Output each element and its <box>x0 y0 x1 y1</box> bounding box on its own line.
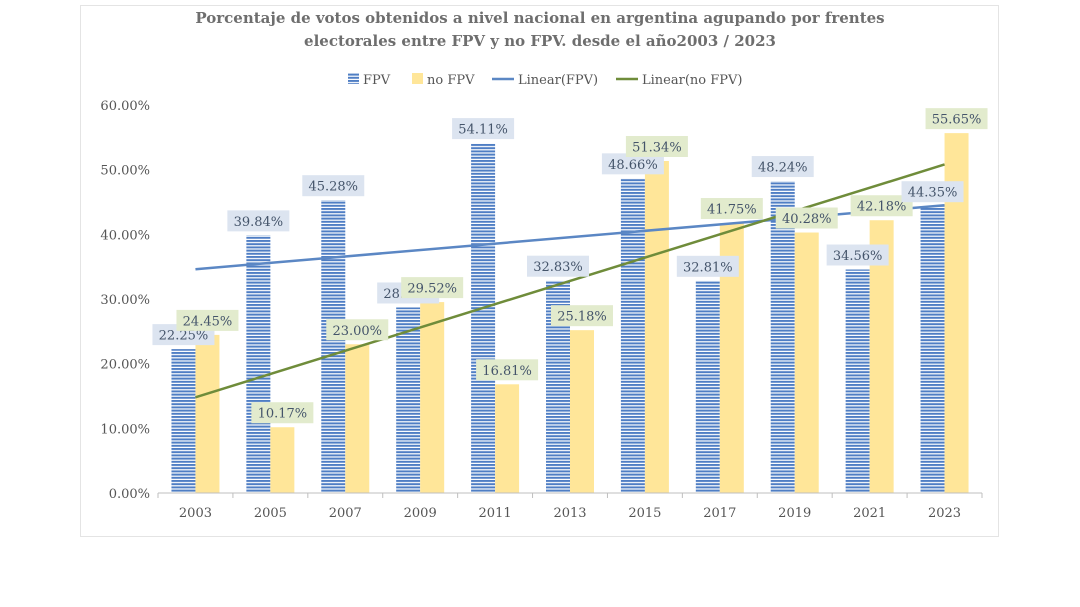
bar-fpv-2017 <box>695 280 720 493</box>
y-tick-label-2: 20.00% <box>100 358 150 373</box>
bar-no-fpv-2021 <box>869 220 894 493</box>
data-label-no-fpv-2021-bg <box>850 195 913 217</box>
bar-no-fpv-2013 <box>570 330 594 493</box>
bar-fpv-2021 <box>845 269 870 493</box>
data-label-no-fpv-2003-bg <box>176 309 239 331</box>
data-label-no-fpv-2013-bg <box>551 305 613 327</box>
y-tick-label-1: 10.00% <box>100 422 150 437</box>
data-label-no-fpv-2009-bg <box>401 277 464 299</box>
data-label-no-fpv-2011-bg <box>476 359 539 381</box>
bar-fpv-2011 <box>471 143 496 493</box>
legend-label-2: Linear(FPV) <box>518 73 598 88</box>
y-tick-label-4: 40.00% <box>100 228 150 243</box>
data-label-no-fpv-2021: 42.18% <box>857 200 907 215</box>
legend-swatch-fpv <box>348 73 359 84</box>
data-label-no-fpv-2023-bg <box>925 108 988 130</box>
data-label-fpv-2013: 32.83% <box>533 260 583 275</box>
legend-label-1: no FPV <box>427 73 475 88</box>
bar-fpv-2019 <box>770 181 795 493</box>
data-label-no-fpv-2013: 25.18% <box>557 310 607 325</box>
y-tick-label-0: 0.00% <box>109 487 150 502</box>
x-tick-label-2007: 2007 <box>329 506 362 521</box>
data-label-fpv-2021: 34.56% <box>833 249 883 264</box>
data-label-fpv-2011-bg <box>452 118 515 140</box>
chart-title-line-1: Porcentaje de votos obtenidos a nivel na… <box>195 9 885 27</box>
bar-no-fpv-2005 <box>270 427 295 493</box>
bar-fpv-2003 <box>171 349 196 493</box>
data-label-no-fpv-2005: 10.17% <box>258 407 308 422</box>
bar-no-fpv-2011 <box>495 384 520 493</box>
data-label-no-fpv-2003: 24.45% <box>183 314 233 329</box>
trendline-linear-no-fpv <box>195 163 945 399</box>
bar-fpv-2009 <box>396 307 421 493</box>
x-tick-label-2003: 2003 <box>179 506 212 521</box>
data-label-fpv-2015-bg <box>601 153 664 175</box>
data-label-fpv-2023: 44.35% <box>908 186 958 201</box>
bar-fpv-2023 <box>920 206 945 493</box>
bar-no-fpv-2009 <box>420 302 445 493</box>
legend: FPV no FPV Linear(FPV) Linear(no FPV) <box>348 73 742 88</box>
data-label-no-fpv-2019-bg <box>775 207 838 229</box>
data-label-fpv-2011: 54.11% <box>458 123 508 138</box>
y-tick-label-6: 60.00% <box>100 99 150 114</box>
x-axis: 2003 2005 2007 2009 2011 2013 2015 2017 2019 2021… <box>157 492 983 521</box>
data-label-no-fpv-2009: 29.52% <box>407 282 457 297</box>
bar-no-fpv-2007 <box>345 344 370 493</box>
data-label-fpv-2021-bg <box>826 244 889 266</box>
data-label-fpv-2015: 48.66% <box>608 158 658 173</box>
data-label-fpv-2007: 45.28% <box>308 180 358 195</box>
data-label-fpv-2013-bg <box>527 255 589 277</box>
x-tick-label-2009: 2009 <box>404 506 437 521</box>
bar-fpv-2007 <box>321 200 346 493</box>
data-label-fpv-2019-bg <box>751 156 814 178</box>
data-label-fpv-2023-bg <box>901 181 964 203</box>
bar-fpv-2015 <box>620 178 645 493</box>
data-label-no-fpv-2019: 40.28% <box>782 212 832 227</box>
data-label-fpv-2005: 39.84% <box>234 215 284 230</box>
chart-title-line-2: electorales entre FPV y no FPV. desde el… <box>304 32 776 50</box>
data-label-fpv-2005-bg <box>227 210 290 232</box>
bar-fpv-2005 <box>246 235 271 494</box>
x-tick-label-2015: 2015 <box>628 506 661 521</box>
data-label-no-fpv-2007-bg <box>326 319 389 341</box>
data-label-no-fpv-2015-bg <box>625 136 688 158</box>
x-tick-label-2011: 2011 <box>479 506 512 521</box>
data-label-fpv-2017-bg <box>676 255 739 277</box>
y-tick-label-5: 50.00% <box>100 164 150 179</box>
x-tick-label-2021: 2021 <box>853 506 886 521</box>
x-tick-label-2019: 2019 <box>778 506 811 521</box>
data-label-fpv-2019: 48.24% <box>758 161 808 176</box>
legend-swatch-no-fpv <box>412 73 423 84</box>
y-axis: 0.00% 10.00% 20.00% 30.00% 40.00% 50.00% 60.00… <box>100 99 150 502</box>
data-label-no-fpv-2011: 16.81% <box>482 364 532 379</box>
x-tick-label-2005: 2005 <box>254 506 287 521</box>
x-tick-label-2017: 2017 <box>703 506 736 521</box>
data-label-no-fpv-2007: 23.00% <box>332 324 382 339</box>
data-label-fpv-2017: 32.81% <box>683 260 733 275</box>
bar-no-fpv-2015 <box>644 161 669 493</box>
data-label-no-fpv-2005-bg <box>251 402 314 424</box>
y-tick-label-3: 30.00% <box>100 293 150 308</box>
bar-no-fpv-2003 <box>195 334 220 493</box>
bar-no-fpv-2019 <box>794 232 819 494</box>
data-label-no-fpv-2023: 55.65% <box>932 113 982 128</box>
x-tick-label-2013: 2013 <box>553 506 586 521</box>
data-label-fpv-2003: 22.25% <box>159 329 209 344</box>
x-tick-label-2023: 2023 <box>928 506 961 521</box>
data-label-no-fpv-2015: 51.34% <box>632 141 682 156</box>
data-label-no-fpv-2017: 41.75% <box>707 203 757 218</box>
data-label-fpv-2007-bg <box>302 175 365 197</box>
legend-label-3: Linear(no FPV) <box>642 73 742 88</box>
data-labels: 22.25%24.45%39.84%10.17%45.28%23.00%28.6… <box>152 108 988 424</box>
legend-label-0: FPV <box>363 73 391 88</box>
data-label-no-fpv-2017-bg <box>700 198 763 220</box>
